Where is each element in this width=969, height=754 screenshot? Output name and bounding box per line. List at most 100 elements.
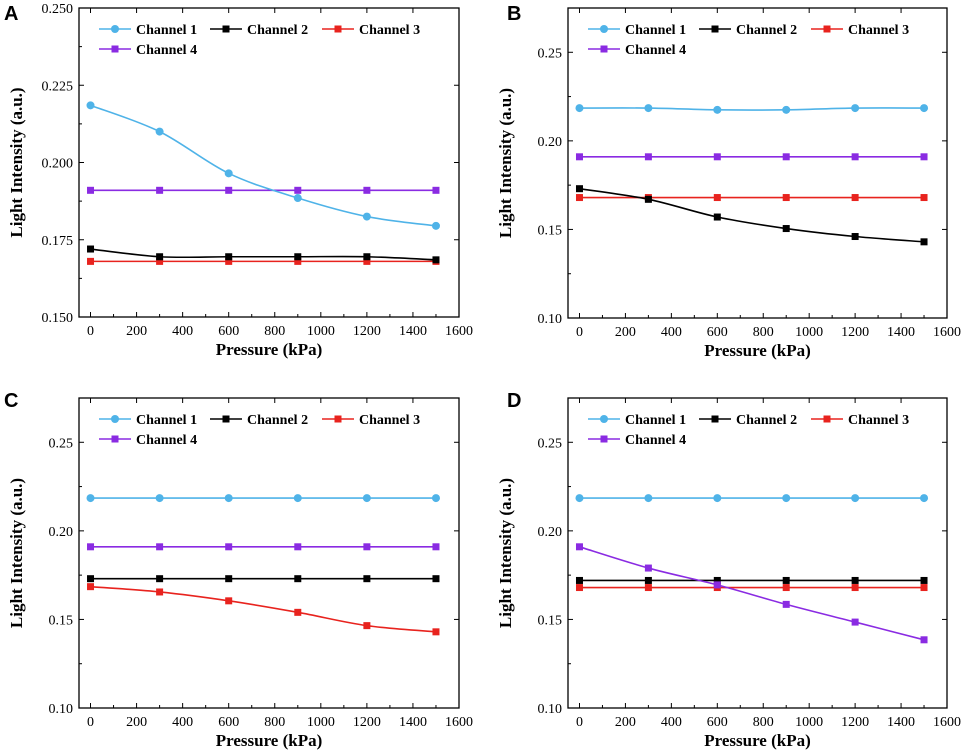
data-point-channel-1	[431, 494, 440, 503]
x-tick-label: 0	[87, 715, 94, 730]
y-axis-title: Light Intensity (a.u.)	[7, 478, 26, 628]
data-point-channel-3	[575, 584, 583, 592]
series-line-channel-3	[90, 585, 437, 633]
x-tick-label: 400	[172, 715, 193, 730]
data-point-channel-1	[362, 494, 371, 503]
legend-label-channel-1: Channel 1	[136, 23, 197, 38]
data-point-channel-2	[575, 185, 583, 193]
data-point-channel-2	[294, 575, 302, 583]
data-point-channel-3	[644, 584, 652, 592]
x-tick-label: 200	[615, 325, 636, 340]
plot-frame	[78, 397, 460, 709]
x-tick-label: 400	[172, 324, 193, 339]
data-point-channel-2	[363, 253, 371, 261]
legend: Channel 1 Channel 2 Channel 3 Channel 4	[99, 413, 420, 448]
data-point-channel-4	[87, 543, 95, 551]
data-point-channel-1	[224, 494, 233, 503]
x-tick-label: 800	[753, 715, 774, 730]
legend-marker-channel-2	[711, 415, 719, 423]
legend-label-channel-4: Channel 4	[625, 433, 686, 448]
plot-frame	[567, 7, 948, 319]
data-point-channel-3	[432, 628, 440, 636]
x-tick-label: 1200	[353, 715, 381, 730]
x-tick-label: 800	[753, 325, 774, 340]
data-point-channel-4	[294, 186, 302, 194]
data-point-channel-2	[225, 253, 233, 261]
x-tick-label: 600	[707, 325, 728, 340]
data-point-channel-4	[851, 618, 859, 626]
panel-letter: D	[507, 390, 521, 412]
data-point-channel-1	[293, 194, 302, 203]
legend-marker-channel-2	[711, 25, 719, 33]
legend-marker-channel-4	[111, 435, 119, 443]
x-axis-title: Pressure (kPa)	[216, 340, 323, 359]
legend-marker-channel-4	[600, 45, 608, 53]
data-point-channel-2	[713, 576, 721, 584]
data-point-channel-3	[713, 194, 721, 202]
panel-c: C 0 200 400 600 800 1000 1200 1400 1600 0.10 0.15 0.…	[4, 390, 473, 750]
legend-label-channel-2: Channel 2	[247, 23, 308, 38]
y-tick-label: 0.25	[538, 46, 563, 61]
x-tick-label: 1400	[887, 715, 915, 730]
data-point-channel-4	[432, 186, 440, 194]
x-tick-label: 1600	[933, 715, 961, 730]
data-layer	[86, 494, 440, 636]
x-tick-label: 1400	[399, 715, 427, 730]
data-point-channel-2	[644, 576, 652, 584]
data-point-channel-4	[294, 543, 302, 551]
data-point-channel-3	[920, 194, 928, 202]
x-tick-label: 1000	[307, 715, 335, 730]
y-tick-label: 0.15	[538, 223, 563, 238]
y-tick-label: 0.20	[538, 135, 563, 150]
legend-marker-channel-2	[222, 415, 230, 423]
legend-label-channel-4: Channel 4	[136, 433, 197, 448]
data-point-channel-4	[644, 153, 652, 161]
data-point-channel-3	[156, 257, 164, 265]
data-point-channel-2	[87, 245, 95, 253]
legend-marker-channel-1	[600, 25, 608, 33]
panel-d: D 0 200 400 600 800 1000 1200 1400 1600 0.10 0.15 0.…	[496, 390, 961, 750]
x-tick-label: 400	[661, 325, 682, 340]
data-point-channel-3	[851, 584, 859, 592]
y-tick-label: 0.20	[538, 525, 563, 540]
data-point-channel-1	[155, 127, 164, 136]
x-tick-label: 1400	[887, 325, 915, 340]
legend: Channel 1 Channel 2 Channel 3 Channel 4	[588, 413, 909, 448]
series-line-channel-2	[579, 187, 925, 243]
panel-letter: A	[4, 3, 18, 25]
x-tick-label: 600	[218, 324, 239, 339]
data-layer	[86, 101, 440, 265]
data-point-channel-3	[87, 583, 95, 591]
legend-label-channel-1: Channel 1	[625, 23, 686, 38]
series-line-channel-4	[579, 546, 925, 641]
legend-label-channel-3: Channel 3	[359, 23, 420, 38]
x-tick-label: 0	[576, 715, 583, 730]
data-point-channel-1	[782, 494, 791, 503]
data-point-channel-4	[87, 186, 95, 194]
data-point-channel-2	[920, 576, 928, 584]
legend-label-channel-2: Channel 2	[736, 23, 797, 38]
data-point-channel-1	[86, 494, 95, 503]
data-point-channel-3	[225, 597, 233, 605]
legend-label-channel-3: Channel 3	[359, 413, 420, 428]
y-tick-label: 0.150	[42, 311, 74, 326]
legend-label-channel-2: Channel 2	[247, 413, 308, 428]
data-point-channel-4	[432, 543, 440, 551]
panel-letter: C	[4, 390, 18, 412]
data-point-channel-2	[363, 575, 371, 583]
legend-marker-channel-1	[111, 25, 119, 33]
x-axis-title: Pressure (kPa)	[216, 731, 323, 750]
legend-label-channel-4: Channel 4	[625, 43, 686, 58]
data-point-channel-4	[363, 186, 371, 194]
y-tick-label: 0.25	[49, 436, 74, 451]
data-point-channel-1	[920, 494, 929, 503]
data-point-channel-2	[782, 576, 790, 584]
x-tick-label: 1200	[841, 325, 869, 340]
data-point-channel-2	[851, 576, 859, 584]
data-point-channel-1	[293, 494, 302, 503]
data-point-channel-4	[156, 543, 164, 551]
data-point-channel-3	[87, 257, 95, 265]
data-point-channel-3	[920, 584, 928, 592]
data-point-channel-3	[294, 257, 302, 265]
data-point-channel-3	[782, 584, 790, 592]
